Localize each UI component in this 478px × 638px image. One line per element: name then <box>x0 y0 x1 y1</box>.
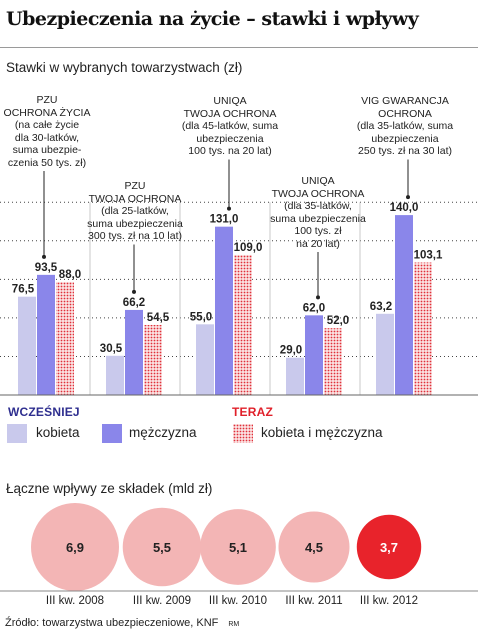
legend-label-teraz: kobieta i mężczyzna <box>261 425 383 440</box>
bubble-category-label: III kw. 2011 <box>285 595 342 607</box>
bubble-category-label: III kw. 2009 <box>133 595 191 607</box>
bar-0-2 <box>196 324 214 395</box>
bar-value-label: 63,2 <box>370 301 392 313</box>
bubble-4 <box>356 514 422 580</box>
bar-chart-title: Stawki w wybranych towarzystwach (zł) <box>6 60 243 75</box>
source-text: Źródło: towarzystwa ubezpieczeniowe, KNF <box>5 617 219 629</box>
bubble-3 <box>278 511 350 583</box>
category-label-4: VIG GWARANCJA OCHRONA (dla 35-latków, suma… <box>356 95 454 157</box>
bar-value-label: 52,0 <box>327 315 349 327</box>
legend-label-kobieta: kobieta <box>36 425 80 440</box>
bar-value-label: 93,5 <box>35 262 58 274</box>
title-divider <box>0 47 478 48</box>
bubble-0 <box>31 503 119 591</box>
legend-label-mezczyzna: mężczyzna <box>129 425 197 440</box>
bar-2-1 <box>144 324 162 395</box>
bar-1-4 <box>395 215 413 395</box>
bar-value-label: 54,5 <box>147 312 170 324</box>
bar-0-3 <box>286 357 304 395</box>
bubble-value-label: 6,9 <box>66 540 84 555</box>
bubble-category-label: III kw. 2008 <box>46 595 104 607</box>
bar-value-label: 55,0 <box>190 311 212 323</box>
bubble-value-label: 5,1 <box>229 540 247 555</box>
leader-dot <box>316 295 320 300</box>
bar-2-2 <box>234 254 252 395</box>
legend-group-now: TERAZ <box>232 405 273 419</box>
bar-chart: 76,5 30,5 55,0 29,0 63,2 93,5 66,2 131,0 62,0 140… <box>0 159 478 396</box>
bar-0-0 <box>18 296 36 395</box>
bubble-chart: 6,9 III kw. 2008 5,5 III kw. 2009 5,1 III kw.… <box>0 503 478 607</box>
category-label-2: UNIQA TWOJA OCHRONA (dla 45-latków, suma ub… <box>181 95 279 157</box>
bar-1-2 <box>215 226 233 395</box>
page-title: Ubezpieczenia na życie – stawki i wpływy <box>6 8 419 30</box>
leader-dot <box>132 289 136 294</box>
author-credit: RM <box>228 621 240 628</box>
legend-swatch-kobieta <box>7 424 27 443</box>
bubble-value-label: 3,7 <box>380 540 398 555</box>
bubble-2 <box>200 509 276 585</box>
category-label-1: PZU TWOJA OCHRONA (dla 25-latków, suma ubez… <box>87 180 183 242</box>
source-note: Źródło: towarzystwa ubezpieczeniowe, KNF… <box>5 617 239 629</box>
bar-1-0 <box>37 274 55 395</box>
bar-value-label: 131,0 <box>210 214 239 226</box>
bar-2-0 <box>56 281 74 395</box>
bubble-value-label: 4,5 <box>305 540 323 555</box>
bubble-chart-title: Łączne wpływy ze składek (mld zł) <box>6 481 213 496</box>
bar-value-label: 30,5 <box>100 343 123 355</box>
bubble-1 <box>122 507 202 587</box>
legend-swatch-teraz <box>233 424 253 443</box>
bar-value-label: 76,5 <box>12 284 35 296</box>
bubble-value-label: 5,5 <box>153 540 171 555</box>
bar-value-label: 103,1 <box>414 250 443 262</box>
leader-dot <box>406 195 410 200</box>
bar-value-label: 62,0 <box>303 302 325 314</box>
bar-value-label: 29,0 <box>280 345 302 357</box>
bar-1-3 <box>305 315 323 395</box>
leader-dot <box>227 206 231 211</box>
bar-value-label: 66,2 <box>123 297 145 309</box>
bar-0-1 <box>106 355 124 395</box>
leader-dot <box>42 254 46 259</box>
bar-1-1 <box>125 309 143 395</box>
bar-2-3 <box>324 328 342 395</box>
category-label-0: PZU OCHRONA ŻYCIA (na całe życie dla 30-lat… <box>3 94 91 169</box>
legend-swatch-mezczyzna <box>102 424 122 443</box>
bar-value-label: 88,0 <box>59 269 81 281</box>
bar-value-label: 140,0 <box>390 202 419 214</box>
category-label-3: UNIQA TWOJA OCHRONA (dla 35-latków, suma ub… <box>270 175 366 250</box>
bubble-category-label: III kw. 2010 <box>209 595 267 607</box>
bubble-category-label: III kw. 2012 <box>360 595 418 607</box>
bar-value-label: 109,0 <box>234 242 263 254</box>
bar-2-4 <box>414 262 432 395</box>
legend-group-before: WCZEŚNIEJ <box>8 405 80 419</box>
bar-0-4 <box>376 313 394 395</box>
